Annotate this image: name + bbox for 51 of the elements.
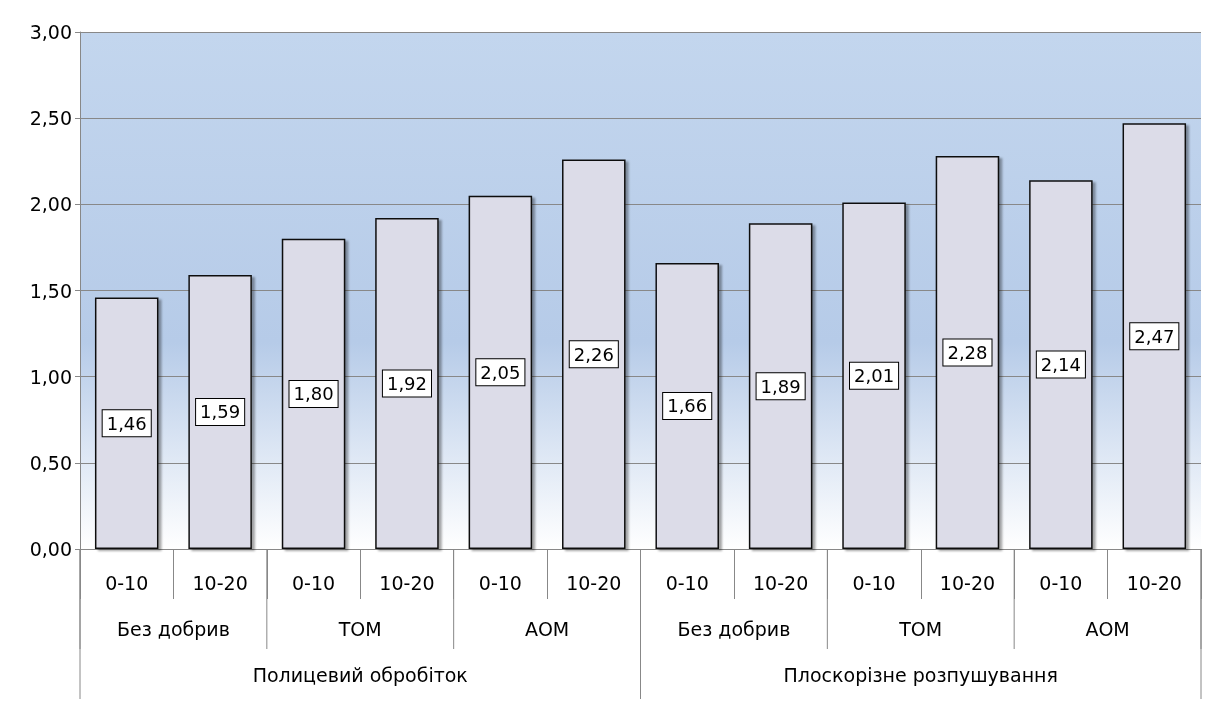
bar bbox=[188, 274, 252, 549]
y-tick-label: 1,00 bbox=[29, 365, 72, 388]
text: Плоскорізне розпушування bbox=[783, 664, 1058, 686]
data-label: 1,46 bbox=[106, 412, 147, 434]
y-tick-label: 1,50 bbox=[29, 279, 72, 302]
bar bbox=[281, 238, 346, 549]
x-tick-label: 10-20 bbox=[1126, 571, 1182, 594]
x-tick-label: 0-10 bbox=[852, 571, 896, 594]
x-tick-label: 0-10 bbox=[665, 571, 709, 594]
y-tick-label: 0,50 bbox=[29, 451, 72, 474]
data-label: 2,05 bbox=[480, 361, 521, 383]
data-label: 1,59 bbox=[200, 401, 241, 423]
x-tick-label: 0-10 bbox=[291, 571, 336, 594]
data-label: 2,47 bbox=[1134, 325, 1175, 347]
y-tick-label: 0,00 bbox=[29, 538, 72, 560]
data-label: 2,28 bbox=[947, 342, 988, 364]
x-tick-label: 10-20 bbox=[753, 571, 809, 594]
text: Без добрив bbox=[116, 618, 230, 640]
bar bbox=[562, 159, 626, 549]
x-tick-label: 0-10 bbox=[478, 571, 522, 594]
bar bbox=[842, 202, 906, 549]
text: ТОМ bbox=[898, 618, 943, 640]
bar bbox=[935, 156, 1000, 549]
x-tick-label: 10-20 bbox=[939, 571, 996, 594]
bar bbox=[1122, 123, 1187, 549]
bar bbox=[468, 195, 533, 549]
bar bbox=[94, 297, 159, 549]
text: АОМ bbox=[524, 618, 570, 640]
text: Полицевий обробіток bbox=[252, 664, 468, 686]
x-tick-label: 10-20 bbox=[192, 571, 248, 594]
x-tick-label: 10-20 bbox=[566, 571, 622, 594]
x-tick-label: 0-10 bbox=[105, 571, 149, 594]
text: ТОМ bbox=[337, 618, 382, 640]
data-label: 2,01 bbox=[854, 365, 895, 387]
data-label: 2,26 bbox=[573, 343, 614, 365]
bar bbox=[655, 262, 719, 549]
bar bbox=[375, 218, 439, 549]
data-label: 1,80 bbox=[293, 383, 334, 405]
y-tick-label: 2,00 bbox=[29, 193, 72, 216]
y-tick-label: 3,00 bbox=[29, 21, 72, 43]
bar bbox=[748, 223, 813, 549]
data-label: 1,89 bbox=[760, 375, 801, 397]
y-tick-label: 2,50 bbox=[29, 107, 72, 130]
x-tick-label: 10-20 bbox=[379, 571, 435, 594]
data-label: 1,92 bbox=[386, 373, 427, 395]
data-label: 2,14 bbox=[1040, 354, 1081, 376]
bar bbox=[1029, 180, 1093, 549]
data-label: 1,66 bbox=[667, 395, 708, 417]
text: АОМ bbox=[1085, 618, 1130, 640]
text: Без добрив bbox=[677, 618, 791, 640]
x-tick-label: 0-10 bbox=[1039, 571, 1083, 594]
